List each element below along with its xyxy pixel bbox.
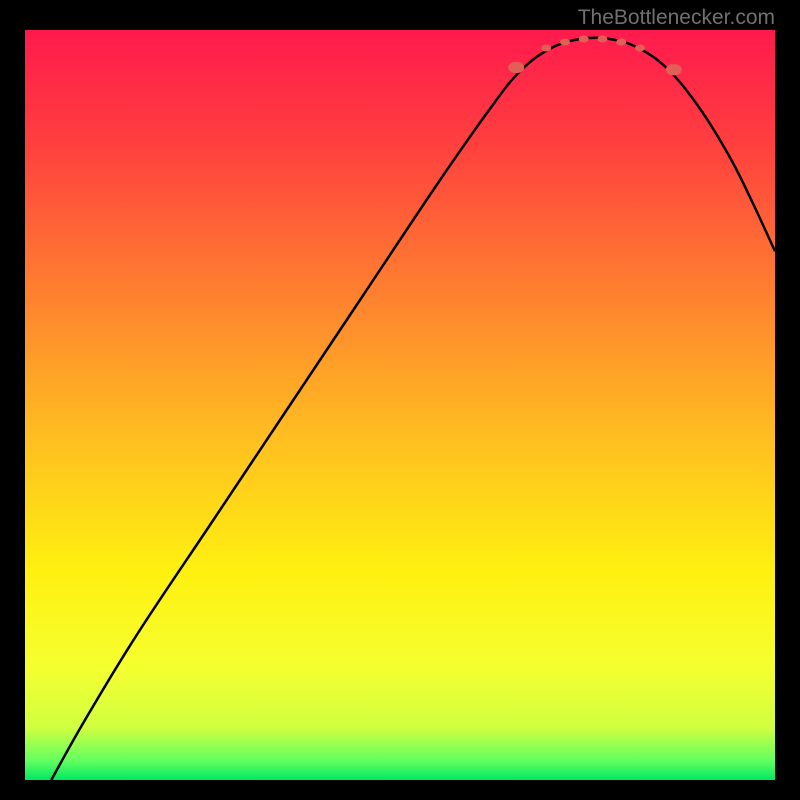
marker-point: [508, 62, 524, 73]
marker-point: [666, 64, 682, 75]
marker-point: [560, 39, 570, 46]
marker-point: [598, 36, 608, 43]
marker-point: [541, 45, 551, 52]
marker-point: [635, 45, 645, 52]
marker-point: [616, 39, 626, 46]
chart-container: [25, 30, 775, 780]
chart-svg: [25, 30, 775, 780]
marker-point: [579, 36, 589, 43]
chart-background: [25, 30, 775, 780]
watermark-text: TheBottlenecker.com: [578, 6, 775, 30]
